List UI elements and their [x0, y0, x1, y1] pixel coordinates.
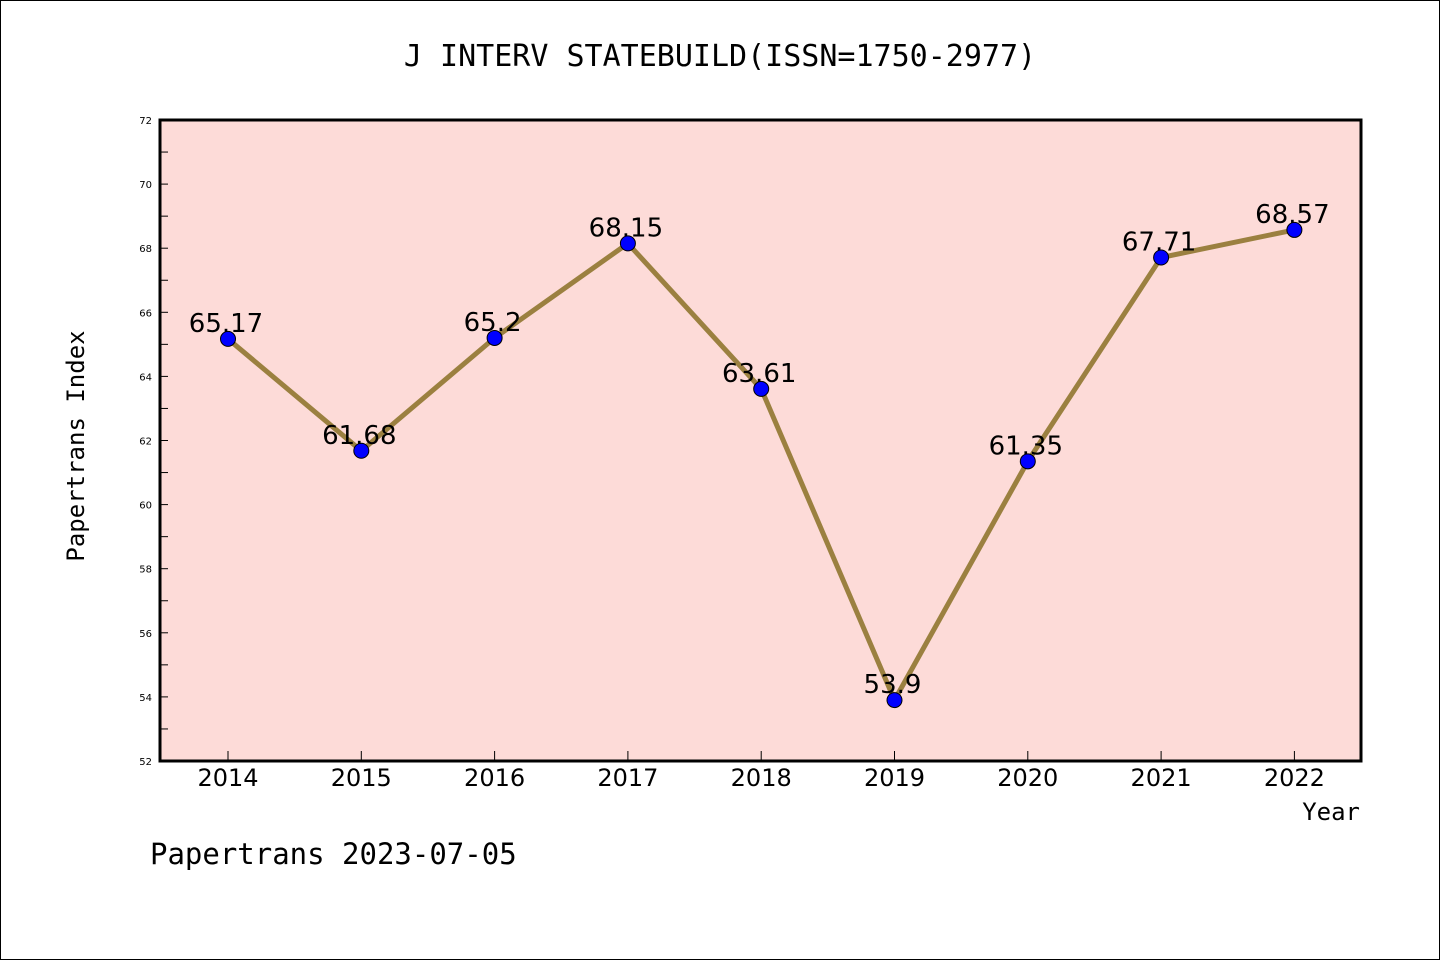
y-tick-label: 52 [139, 757, 152, 768]
data-point [619, 235, 636, 252]
x-axis-label: Year [1302, 798, 1360, 826]
data-label: 67.71 [1122, 227, 1196, 257]
data-point [486, 329, 503, 346]
y-tick-label: 56 [139, 629, 152, 640]
y-tick-label: 58 [139, 565, 152, 576]
data-point [1153, 249, 1170, 266]
data-point [753, 380, 770, 397]
data-point [1286, 221, 1303, 238]
data-label: 63.61 [722, 359, 796, 389]
y-tick-label: 72 [139, 116, 152, 127]
y-tick-label: 66 [139, 308, 152, 319]
data-label: 61.68 [322, 421, 396, 451]
data-label: 61.35 [989, 431, 1063, 461]
data-point [353, 442, 370, 459]
x-tick-label: 2016 [464, 764, 525, 792]
x-tick-label: 2015 [331, 764, 392, 792]
footer-credit: Papertrans 2023-07-05 [150, 837, 517, 871]
x-tick-label: 2022 [1264, 764, 1325, 792]
x-tick-label: 2021 [1131, 764, 1192, 792]
y-tick-label: 62 [139, 437, 152, 448]
data-label: 68.57 [1255, 200, 1329, 230]
x-tick-label: 2017 [597, 764, 658, 792]
chart-title: J INTERV STATEBUILD(ISSN=1750-2977) [404, 39, 1036, 74]
data-point [1019, 453, 1036, 470]
data-label: 65.2 [464, 308, 522, 338]
data-label: 65.17 [189, 309, 263, 339]
series-line [220, 221, 1303, 709]
x-tick-label: 2014 [197, 764, 258, 792]
y-tick-label: 68 [139, 244, 152, 255]
data-point [886, 692, 903, 709]
data-point [220, 330, 236, 347]
y-tick-label: 54 [139, 693, 152, 704]
x-tick-label: 2018 [731, 764, 792, 792]
data-label: 68.15 [589, 213, 663, 243]
y-tick-label: 64 [139, 372, 152, 383]
x-tick-label: 2019 [864, 764, 925, 792]
y-axis-label: Papertrans Index [62, 330, 90, 561]
x-axis: 2014 2015 2016 2017 2018 2019 2020 2021 2022 [197, 751, 1325, 792]
data-labels: 65.17 61.68 65.2 68.15 63.61 53.9 61.35 67.71 68… [189, 200, 1330, 700]
y-tick-label: 60 [139, 501, 152, 512]
data-label: 53.9 [864, 670, 922, 700]
plot-border [158, 118, 1363, 763]
plot-area [160, 120, 1361, 761]
y-tick-label: 70 [139, 180, 152, 191]
x-tick-label: 2020 [997, 764, 1058, 792]
